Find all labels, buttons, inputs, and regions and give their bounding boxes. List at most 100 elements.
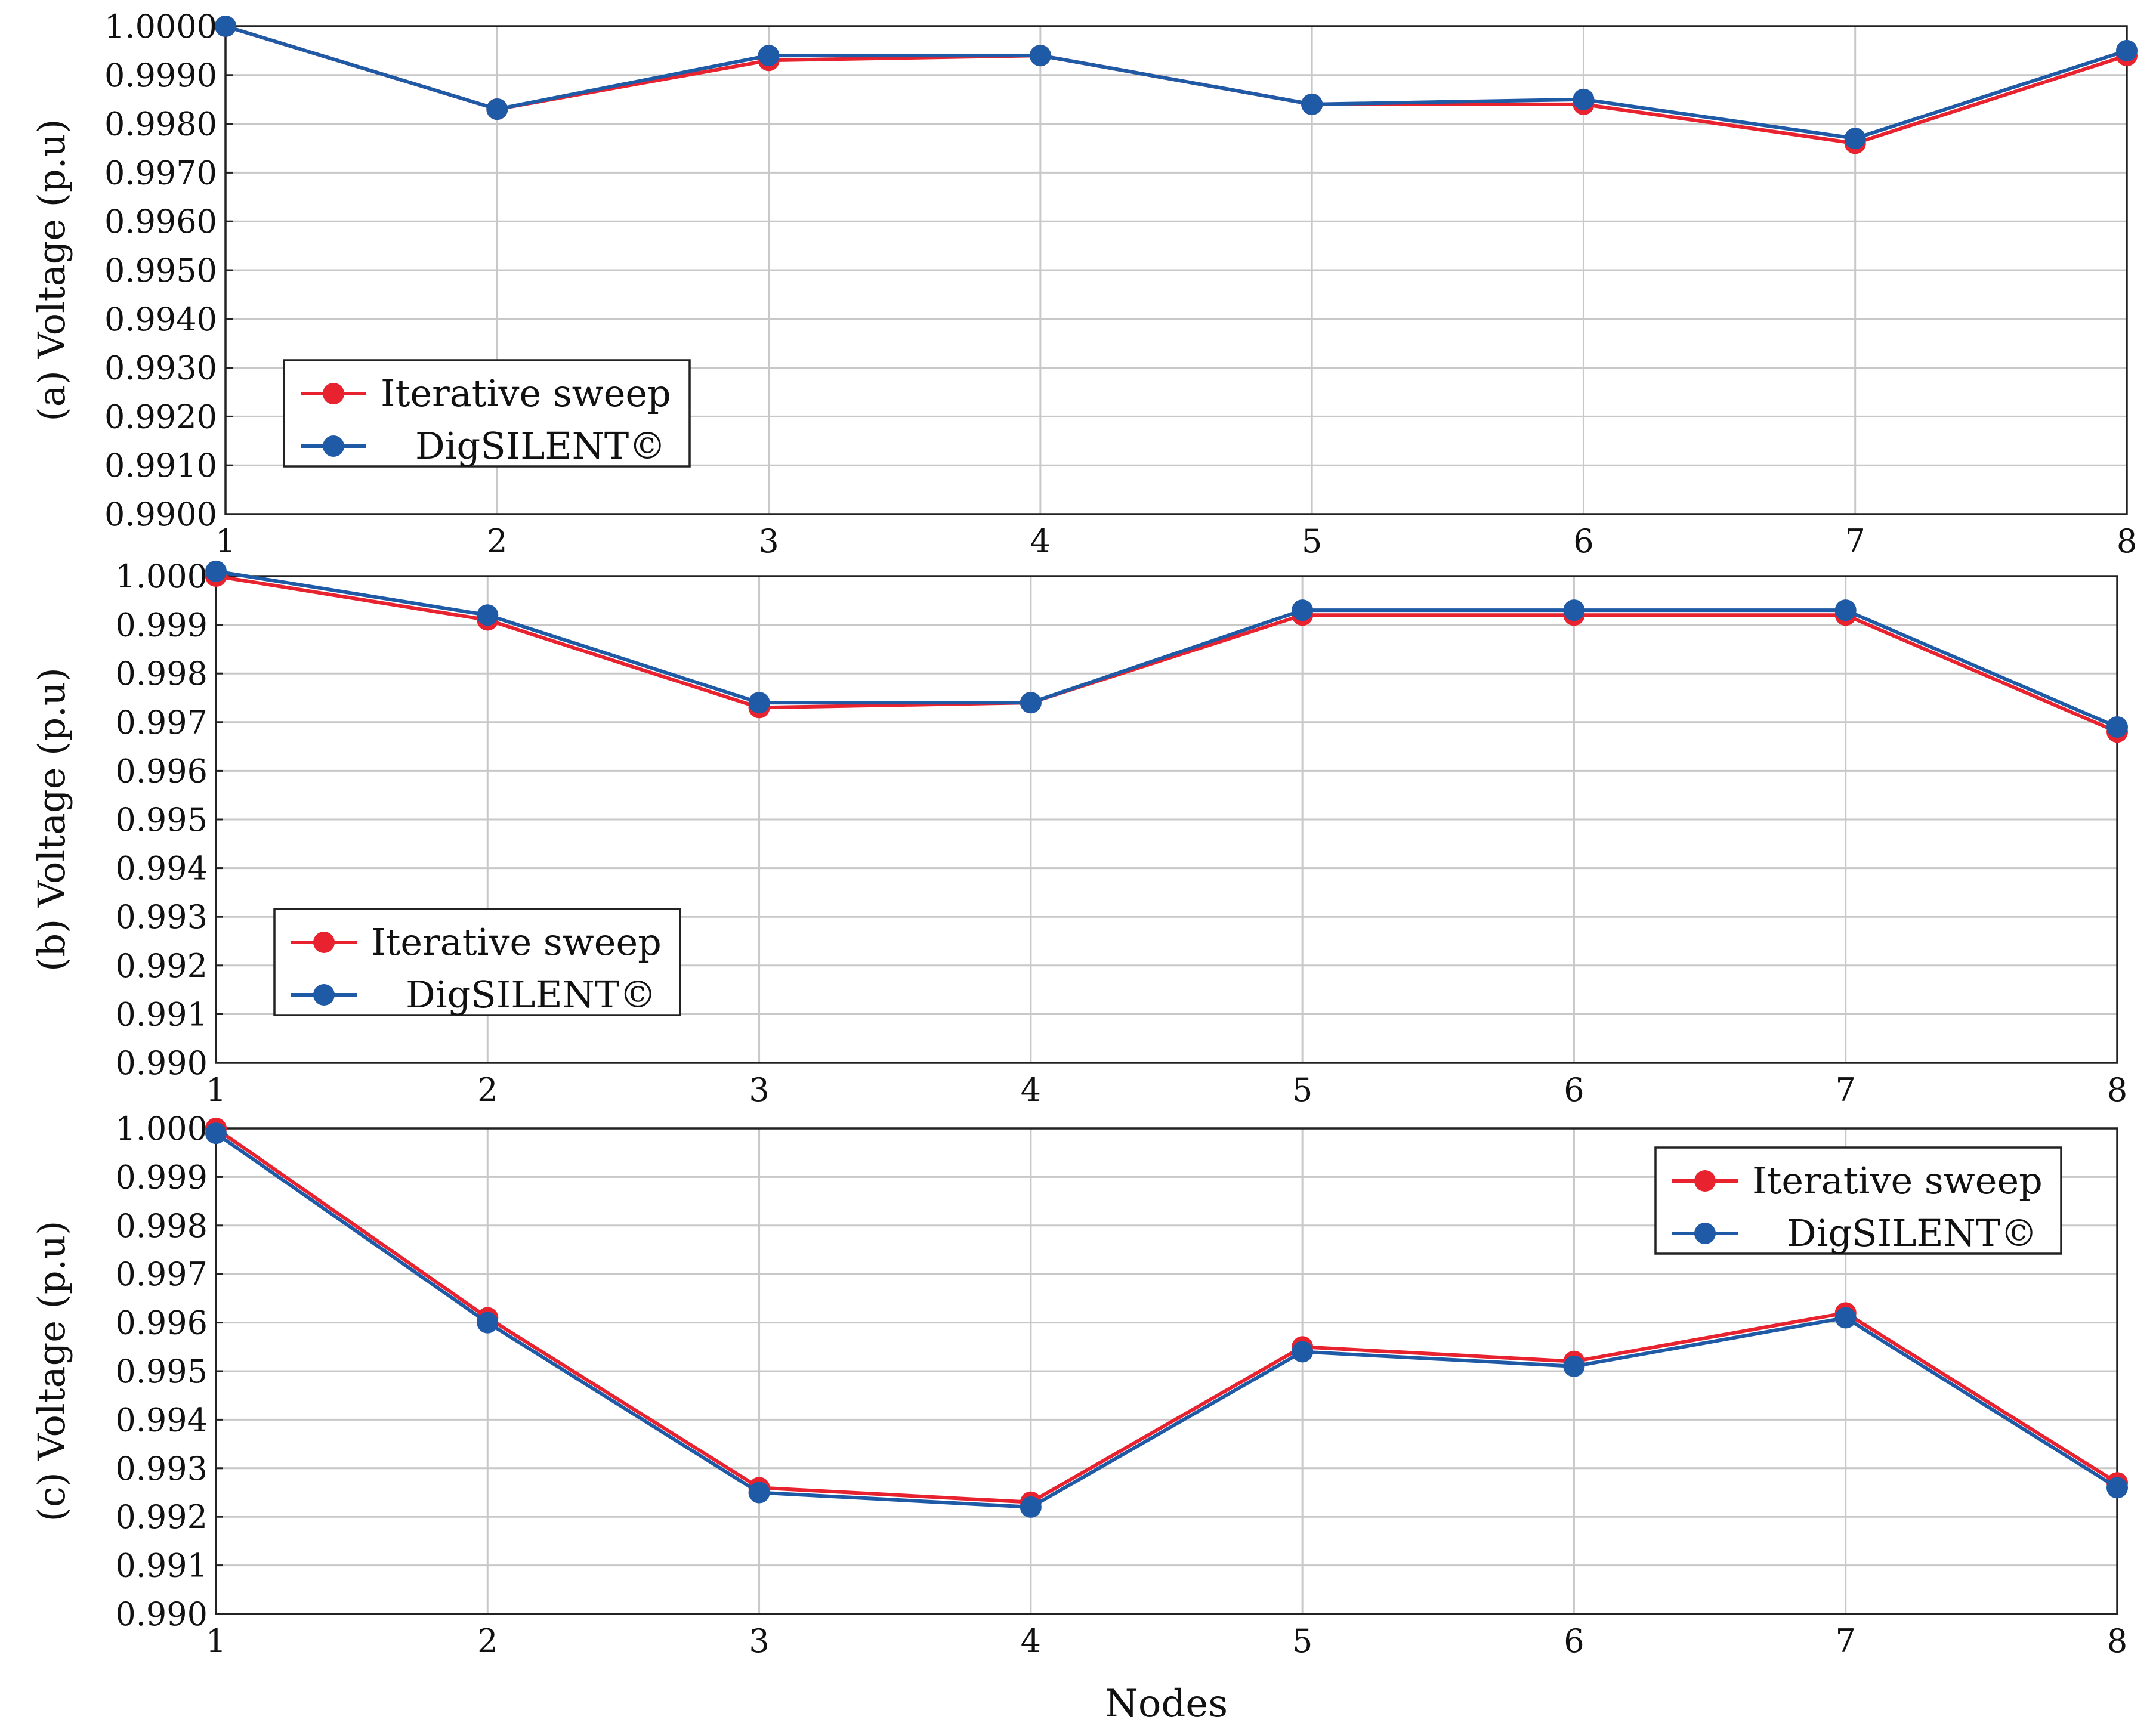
y-tick-label: 0.996 bbox=[115, 1304, 208, 1342]
data-point-digsilent bbox=[2106, 716, 2128, 738]
y-tick-label: 0.997 bbox=[115, 704, 208, 741]
x-tick-label: 6 bbox=[1564, 1622, 1584, 1660]
x-tick-label: 8 bbox=[2107, 1622, 2127, 1660]
series-line-iterative bbox=[215, 574, 2118, 734]
series-line-digsilent bbox=[215, 1131, 2118, 1509]
legend-swatch-marker-iterative bbox=[1694, 1170, 1716, 1192]
legend-swatch-marker-iterative bbox=[323, 383, 344, 404]
legend-box bbox=[273, 908, 681, 1016]
data-point-digsilent bbox=[748, 1482, 770, 1504]
data-point-digsilent bbox=[205, 1122, 227, 1145]
y-axis-title: (a) Voltage (p.u) bbox=[30, 119, 73, 422]
x-tick-label: 5 bbox=[1302, 522, 1322, 560]
legend-box bbox=[1654, 1146, 2062, 1255]
y-tick-label: 0.9990 bbox=[104, 57, 217, 94]
legend-swatch-marker-digsilent bbox=[323, 435, 344, 457]
data-point-digsilent bbox=[1020, 1496, 1042, 1518]
y-tick-label: 0.9940 bbox=[104, 301, 217, 338]
y-tick-label: 0.9970 bbox=[104, 154, 217, 191]
x-tick-label: 7 bbox=[1836, 1622, 1856, 1660]
x-tick-label: 2 bbox=[477, 1071, 498, 1109]
y-tick-label: 0.9980 bbox=[104, 106, 217, 143]
legend: Iterative sweep DigSILENT© bbox=[273, 908, 681, 1016]
y-tick-label: 0.999 bbox=[115, 607, 208, 644]
data-point-digsilent bbox=[1563, 599, 1585, 621]
data-point-digsilent bbox=[748, 692, 770, 714]
legend-label-iterative: Iterative sweep bbox=[1752, 1159, 2043, 1202]
legend-swatch-marker-iterative bbox=[313, 932, 335, 953]
x-tick-label: 1 bbox=[206, 1071, 226, 1109]
series-line-digsilent bbox=[225, 24, 2127, 141]
x-tick-label: 6 bbox=[1564, 1071, 1584, 1109]
legend-label-iterative: Iterative sweep bbox=[381, 372, 671, 415]
x-tick-label: 4 bbox=[1021, 1071, 1041, 1109]
x-tick-label: 2 bbox=[477, 1622, 498, 1660]
data-point-digsilent bbox=[2116, 39, 2138, 61]
y-tick-label: 0.9950 bbox=[104, 252, 217, 289]
y-tick-label: 0.998 bbox=[115, 655, 208, 692]
data-point-digsilent bbox=[477, 604, 499, 626]
x-tick-label: 5 bbox=[1292, 1622, 1312, 1660]
y-axis-title: (b) Voltage (p.u) bbox=[30, 667, 73, 972]
y-tick-label: 1.0000 bbox=[104, 8, 217, 45]
legend: Iterative sweep DigSILENT© bbox=[283, 359, 691, 468]
y-tick-label: 0.990 bbox=[115, 1044, 208, 1082]
x-tick-label: 6 bbox=[1573, 522, 1593, 560]
legend-label-iterative: Iterative sweep bbox=[371, 920, 662, 964]
x-tick-label: 4 bbox=[1030, 522, 1051, 560]
y-tick-label: 0.994 bbox=[115, 1401, 208, 1439]
y-tick-label: 0.997 bbox=[115, 1255, 208, 1293]
x-tick-label: 8 bbox=[2117, 522, 2137, 560]
x-tick-label: 2 bbox=[487, 522, 507, 560]
chart-panel-b: 0.990 0.991 0.992 0.993 0.994 0.995 0.996 0.997… bbox=[30, 558, 2128, 1109]
x-tick-label: 7 bbox=[1845, 522, 1865, 560]
x-tick-label: 1 bbox=[206, 1622, 226, 1660]
data-point-digsilent bbox=[1834, 599, 1857, 621]
y-tick-label: 0.9960 bbox=[104, 203, 217, 240]
x-tick-label: 5 bbox=[1292, 1071, 1312, 1109]
y-tick-label: 0.998 bbox=[115, 1207, 208, 1245]
data-point-digsilent bbox=[1844, 128, 1866, 150]
x-tick-label: 1 bbox=[215, 522, 236, 560]
y-tick-label: 0.9920 bbox=[104, 398, 217, 435]
y-tick-label: 0.991 bbox=[115, 995, 208, 1033]
y-tick-label: 0.9930 bbox=[104, 350, 217, 387]
data-point-digsilent bbox=[215, 16, 236, 37]
data-point-digsilent bbox=[486, 98, 508, 120]
legend-label-digsilent: DigSILENT© bbox=[406, 973, 656, 1016]
data-point-digsilent bbox=[1301, 93, 1323, 115]
y-axis-title: (c) Voltage (p.u) bbox=[30, 1221, 73, 1522]
y-tick-label: 0.991 bbox=[115, 1547, 208, 1585]
data-point-digsilent bbox=[205, 560, 227, 582]
x-tick-label: 4 bbox=[1021, 1622, 1041, 1660]
x-tick-label: 7 bbox=[1836, 1071, 1856, 1109]
series-line-iterative bbox=[215, 1127, 2118, 1504]
x-tick-label: 3 bbox=[749, 1622, 769, 1660]
y-tick-label: 0.992 bbox=[115, 1498, 208, 1536]
x-axis-title: Nodes bbox=[1105, 1682, 1228, 1726]
series-line-iterative bbox=[225, 24, 2127, 146]
legend-label-digsilent: DigSILENT© bbox=[415, 424, 666, 468]
legend-box bbox=[283, 359, 691, 468]
data-point-digsilent bbox=[1834, 1307, 1857, 1329]
y-tick-label: 0.990 bbox=[115, 1595, 208, 1633]
data-point-digsilent bbox=[1573, 88, 1595, 110]
y-tick-label: 0.995 bbox=[115, 801, 208, 839]
y-tick-label: 0.9900 bbox=[104, 496, 217, 533]
data-point-digsilent bbox=[2106, 1477, 2128, 1499]
legend-label-digsilent: DigSILENT© bbox=[1787, 1211, 2037, 1255]
x-tick-label: 8 bbox=[2107, 1071, 2127, 1109]
data-point-digsilent bbox=[1020, 692, 1042, 714]
chart-panel-a: 0.9900 0.9910 0.9920 0.9930 0.9940 0.9950 0.99… bbox=[30, 8, 2138, 560]
y-tick-label: 0.994 bbox=[115, 850, 208, 887]
y-tick-label: 0.993 bbox=[115, 898, 208, 936]
legend-swatch-marker-digsilent bbox=[313, 984, 335, 1006]
y-tick-label: 0.995 bbox=[115, 1353, 208, 1390]
data-point-digsilent bbox=[758, 45, 780, 67]
legend-swatch-marker-digsilent bbox=[1694, 1223, 1716, 1244]
data-point-digsilent bbox=[1292, 1341, 1314, 1363]
data-point-digsilent bbox=[1029, 45, 1051, 67]
chart-panels: 0.9900 0.9910 0.9920 0.9930 0.9940 0.9950 0.99… bbox=[30, 8, 2138, 1660]
y-tick-label: 0.9910 bbox=[104, 447, 217, 484]
